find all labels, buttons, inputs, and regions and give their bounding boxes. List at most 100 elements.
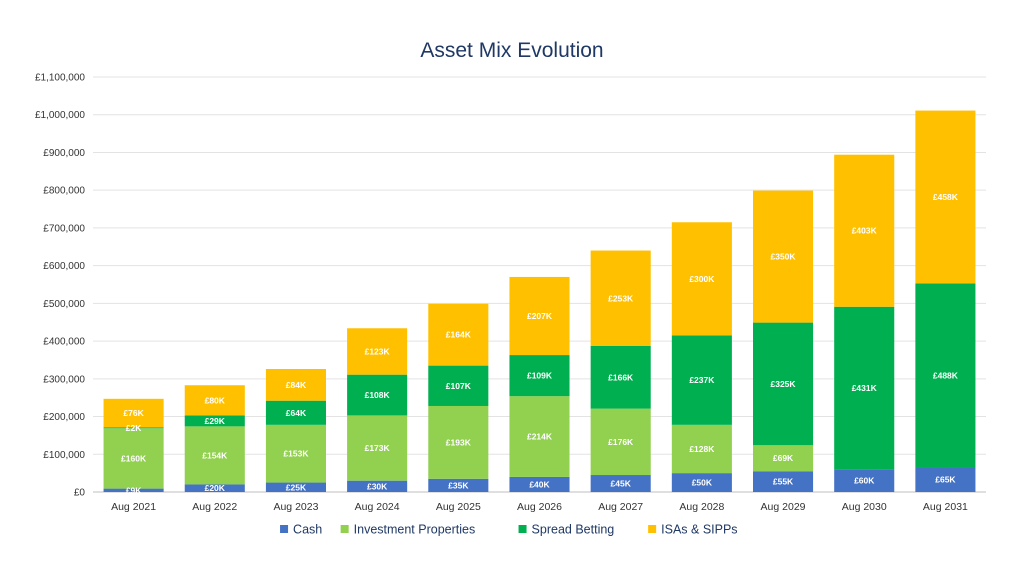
- data-label: £458K: [933, 192, 959, 202]
- bar-segment: [509, 476, 570, 492]
- data-label: £35K: [448, 480, 469, 490]
- bar-segment: [834, 306, 895, 470]
- legend-swatch: [340, 525, 349, 533]
- legend-swatch: [518, 525, 527, 533]
- legend: Cash Investment Properties Spread Betting I…: [280, 523, 738, 537]
- bar-segment: [753, 445, 814, 472]
- data-label: £30K: [367, 481, 388, 491]
- data-label: £173K: [365, 443, 391, 453]
- x-tick-label: Aug 2025: [436, 501, 481, 513]
- data-label: £40K: [529, 479, 550, 489]
- y-tick-label: £700,000: [43, 223, 85, 234]
- data-label: £60K: [854, 476, 875, 486]
- legend-label: Investment Properties: [354, 523, 476, 537]
- bar-segment: [915, 467, 976, 492]
- legend-swatch: [648, 525, 657, 533]
- bar-segment: [671, 222, 732, 336]
- x-tick-label: Aug 2030: [842, 501, 887, 513]
- bar-segment: [915, 110, 976, 284]
- bar-segment: [753, 471, 814, 492]
- bar-segment: [265, 400, 326, 425]
- bar-segment: [509, 276, 570, 356]
- bar-segment: [265, 369, 326, 401]
- bar-segment: [671, 335, 732, 425]
- bar-segment: [590, 250, 651, 346]
- data-label: £176K: [608, 437, 634, 447]
- bar-segment: [347, 480, 408, 492]
- legend-label: ISAs & SIPPs: [661, 523, 737, 537]
- data-label: £166K: [608, 372, 634, 382]
- bar-segment: [590, 408, 651, 476]
- data-label: £153K: [283, 449, 309, 459]
- data-label: £325K: [771, 379, 797, 389]
- data-label: £160K: [121, 453, 147, 463]
- data-label: £29K: [205, 416, 226, 426]
- data-label: £237K: [689, 375, 715, 385]
- x-tick-label: Aug 2022: [192, 501, 237, 513]
- data-label: £108K: [365, 390, 391, 400]
- bar-segment: [184, 385, 245, 416]
- data-label: £55K: [773, 477, 794, 487]
- legend-swatch: [280, 525, 289, 533]
- y-tick-label: £900,000: [43, 148, 85, 159]
- data-label: £488K: [933, 370, 959, 380]
- bar-segment: [834, 469, 895, 492]
- data-label: £84K: [286, 380, 307, 390]
- legend-label: Cash: [293, 523, 322, 537]
- data-label: £107K: [446, 381, 472, 391]
- bar-segment: [265, 482, 326, 492]
- bar-segment: [347, 374, 408, 416]
- bar-segment: [590, 475, 651, 492]
- data-label: £128K: [689, 444, 715, 454]
- data-label: £45K: [611, 479, 632, 489]
- bar-segment: [184, 426, 245, 485]
- bar-segment: [103, 428, 164, 489]
- data-label: £76K: [123, 408, 144, 418]
- x-tick-label: Aug 2024: [355, 501, 400, 513]
- data-label: £214K: [527, 432, 553, 442]
- data-label: £64K: [286, 408, 307, 418]
- bar-segment: [509, 396, 570, 477]
- x-tick-label: Aug 2026: [517, 501, 562, 513]
- legend-label: Spread Betting: [532, 523, 615, 537]
- bar-series: [103, 110, 976, 492]
- bar-segment: [590, 345, 651, 409]
- x-tick-label: Aug 2023: [273, 501, 318, 513]
- bar-segment: [509, 355, 570, 397]
- data-label: £154K: [202, 450, 228, 460]
- bar-segment: [103, 398, 164, 428]
- bar-segment: [184, 415, 245, 427]
- bar-segment: [265, 424, 326, 483]
- bar-segment: [428, 405, 489, 479]
- bar-segment: [347, 415, 408, 481]
- x-tick-label: Aug 2021: [111, 501, 156, 513]
- data-label: £50K: [692, 478, 713, 488]
- y-tick-label: £600,000: [43, 261, 85, 272]
- y-tick-label: £500,000: [43, 299, 85, 310]
- y-tick-label: £800,000: [43, 186, 85, 197]
- data-label: £123K: [365, 346, 391, 356]
- bar-segment: [671, 424, 732, 474]
- data-label: £109K: [527, 371, 553, 381]
- bar-segment: [671, 473, 732, 492]
- bar-segment: [428, 478, 489, 492]
- x-tick-label: Aug 2027: [598, 501, 643, 513]
- bar-segment: [753, 190, 814, 323]
- data-label: £403K: [852, 226, 878, 236]
- data-label: £65K: [935, 475, 956, 485]
- data-labels: £9K £160K £2K £76K £20K £154K £29K £80K £25K £153…: [121, 192, 959, 495]
- y-tick-label: £100,000: [43, 450, 85, 461]
- bar-segment: [834, 154, 895, 307]
- data-label: £25K: [286, 482, 307, 492]
- bar-segment: [347, 328, 408, 375]
- data-label: £431K: [852, 383, 878, 393]
- x-tick-label: Aug 2028: [679, 501, 724, 513]
- data-label: £164K: [446, 330, 472, 340]
- data-label: £207K: [527, 311, 553, 321]
- bar-segment: [103, 488, 164, 492]
- bar-segment: [103, 427, 164, 429]
- y-axis-ticks: £0 £100,000 £200,000 £300,000 £400,000 £500,0…: [35, 73, 85, 499]
- data-label: £253K: [608, 293, 634, 303]
- data-label: £350K: [771, 252, 797, 262]
